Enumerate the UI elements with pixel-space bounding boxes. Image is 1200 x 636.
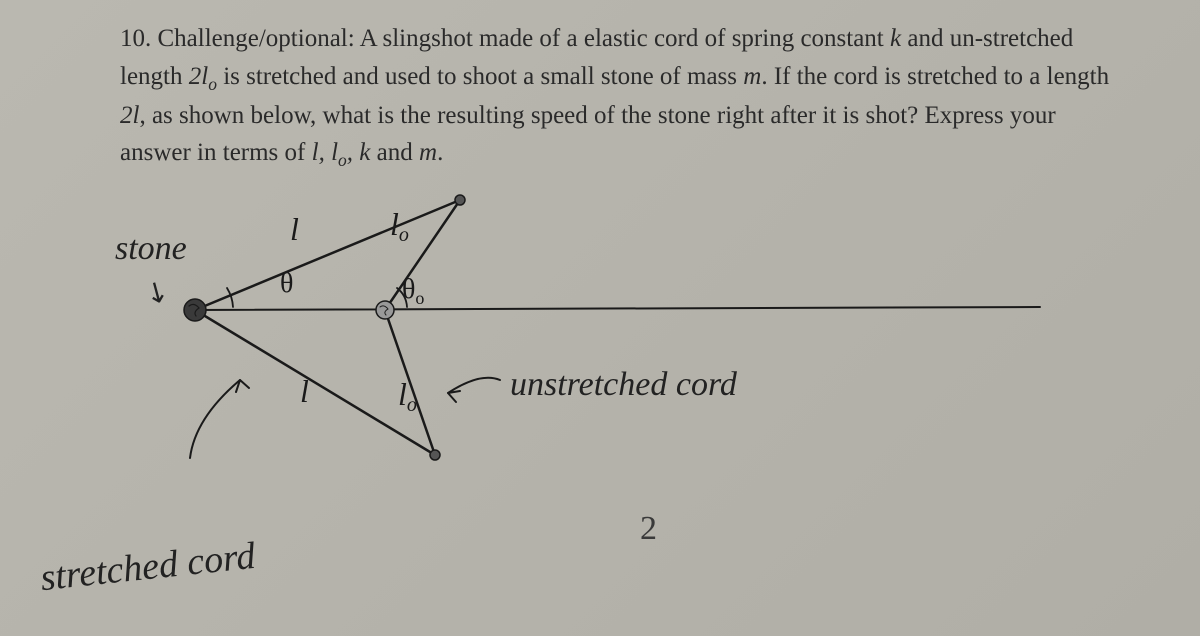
slingshot-diagram: l lo θ θo l lo <box>0 180 1200 580</box>
problem-text-1: A slingshot made of a elastic cord of sp… <box>360 25 884 52</box>
var-2lo: 2lo <box>189 63 217 90</box>
problem-text-4: . If the cord is stretched to a length <box>761 63 1109 90</box>
var-2l: 2l <box>120 102 139 129</box>
svg-text:l: l <box>290 211 299 247</box>
var-m: m <box>743 63 761 90</box>
var-list: l, lo, k <box>312 139 371 166</box>
problem-statement: 10. Challenge/optional: A slingshot made… <box>120 20 1120 174</box>
var-m2: m <box>419 139 437 166</box>
svg-text:θ: θ <box>280 268 293 299</box>
problem-text-end: . <box>437 139 443 166</box>
var-k: k <box>890 25 901 52</box>
problem-text-3: is stretched and used to shoot a small s… <box>223 63 737 90</box>
svg-text:lo: lo <box>390 206 409 246</box>
problem-title: Challenge/optional: <box>158 25 355 52</box>
page-background: 10. Challenge/optional: A slingshot made… <box>0 0 1200 636</box>
problem-text-6: and <box>377 139 413 166</box>
svg-text:l: l <box>300 373 309 409</box>
svg-text:lo: lo <box>398 376 417 416</box>
svg-text:θo: θo <box>402 274 424 308</box>
problem-text-5: , as shown below, what is the resulting … <box>120 102 1056 167</box>
problem-number: 10. <box>120 25 151 52</box>
